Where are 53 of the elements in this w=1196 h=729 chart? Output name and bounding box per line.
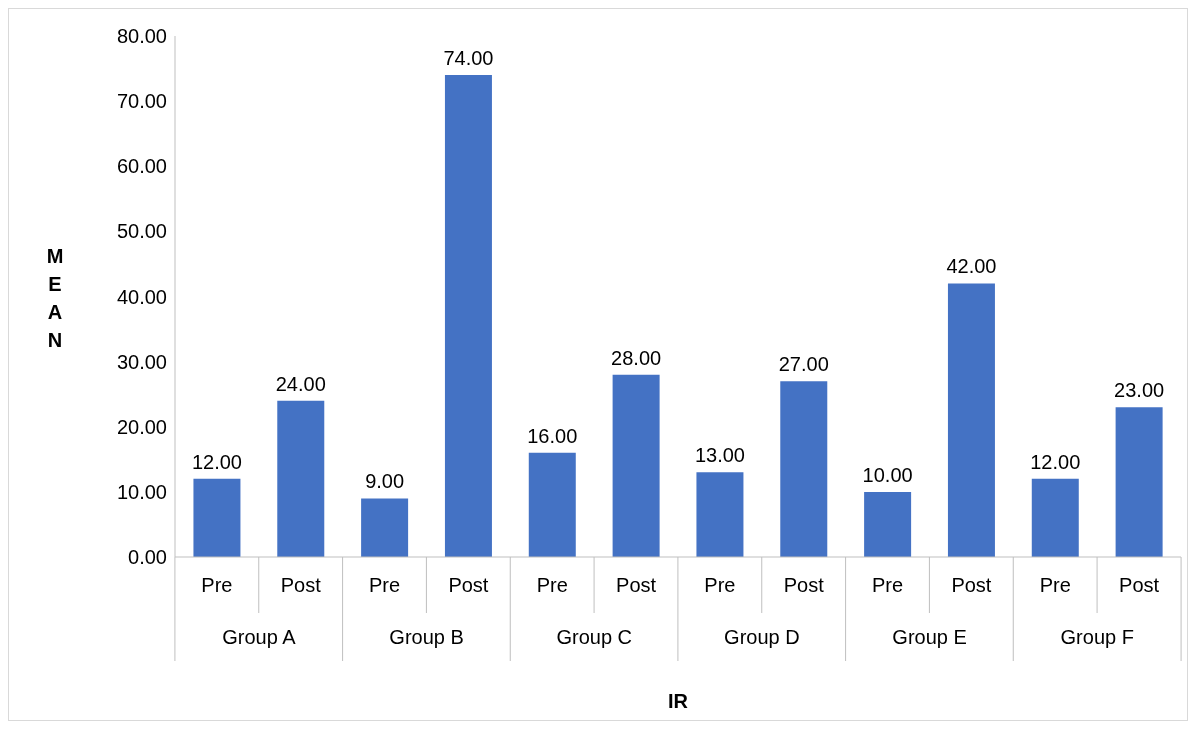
y-tick-label: 30.00 (116, 350, 167, 373)
x-axis-title: IR (668, 690, 689, 712)
text: Group E (892, 626, 967, 648)
x-tick-label: Post (280, 574, 322, 596)
x-tick-label: Pre (536, 574, 568, 596)
bar (947, 283, 995, 557)
bar (612, 374, 660, 557)
data-label: 42.00 (946, 255, 997, 278)
data-label: 24.00 (275, 372, 326, 395)
y-tick-label: 50.00 (116, 220, 167, 243)
y-axis-title: MEAN (46, 244, 64, 351)
y-tick-label: 60.00 (116, 155, 167, 178)
bar (864, 491, 912, 557)
data-label: 23.00 (1114, 379, 1165, 402)
bar (528, 452, 576, 557)
bar (361, 498, 409, 557)
x-tick-label: Pre (369, 574, 401, 596)
x-tick-label: Pre (704, 574, 736, 596)
data-label: 16.00 (527, 424, 578, 447)
data-label: 28.00 (611, 346, 662, 369)
x-tick-label: Pre (1039, 574, 1071, 596)
data-label: 12.00 (1030, 450, 1081, 473)
text: Group C (556, 626, 633, 648)
text: Group D (724, 626, 800, 648)
y-tick-label: 70.00 (116, 90, 167, 113)
bar (1115, 407, 1163, 557)
data-label: 12.00 (191, 450, 242, 473)
bar (696, 472, 744, 557)
x-tick-label: Post (951, 574, 992, 596)
data-label: 74.00 (443, 47, 494, 70)
x-tick-label: Pre (201, 574, 233, 596)
x-tick-label: Post (616, 574, 657, 596)
data-label: 13.00 (694, 444, 745, 467)
bar (1031, 478, 1079, 557)
x-tick-label: Post (783, 574, 825, 596)
y-tick-label: 80.00 (116, 25, 167, 48)
y-tick-label: 40.00 (116, 285, 167, 308)
y-tick-label: 0.00 (128, 546, 167, 569)
data-label: 27.00 (778, 353, 829, 376)
bar (444, 75, 492, 557)
x-tick-label: Post (448, 574, 489, 596)
text: Group B (389, 626, 464, 648)
data-label: 10.00 (862, 463, 913, 486)
data-label: 9.00 (365, 470, 405, 493)
y-tick-label: 20.00 (116, 415, 167, 438)
y-tick-label: 10.00 (116, 480, 167, 503)
text: Group F (1060, 626, 1134, 648)
x-tick-label: Post (1119, 574, 1160, 596)
bar (780, 381, 828, 557)
bar (193, 478, 241, 557)
bar (277, 400, 325, 557)
x-tick-label: Pre (872, 574, 904, 596)
text: Group A (222, 626, 297, 648)
